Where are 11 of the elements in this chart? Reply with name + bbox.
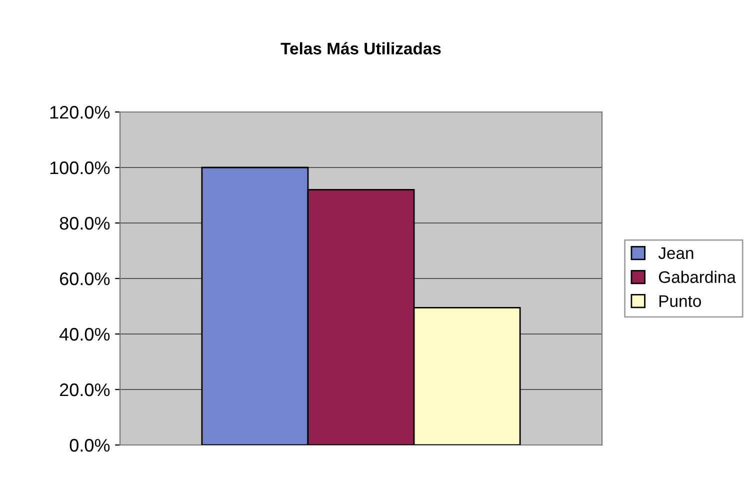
y-tick-label: 120.0%: [50, 106, 110, 119]
chart-title: Telas Más Utilizadas: [280, 42, 441, 54]
legend-label: Jean: [658, 247, 694, 260]
y-tick-label: 100.0%: [50, 161, 110, 174]
legend-label: Punto: [659, 295, 701, 307]
y-tick-label: 80.0%: [60, 216, 110, 230]
y-tick-label: 0.0%: [70, 438, 110, 452]
legend-label: Gabardina: [658, 270, 736, 284]
y-tick-label: 60.0%: [60, 272, 110, 286]
y-tick-label: 40.0%: [60, 328, 110, 341]
y-tick-label: 20.0%: [60, 383, 110, 396]
